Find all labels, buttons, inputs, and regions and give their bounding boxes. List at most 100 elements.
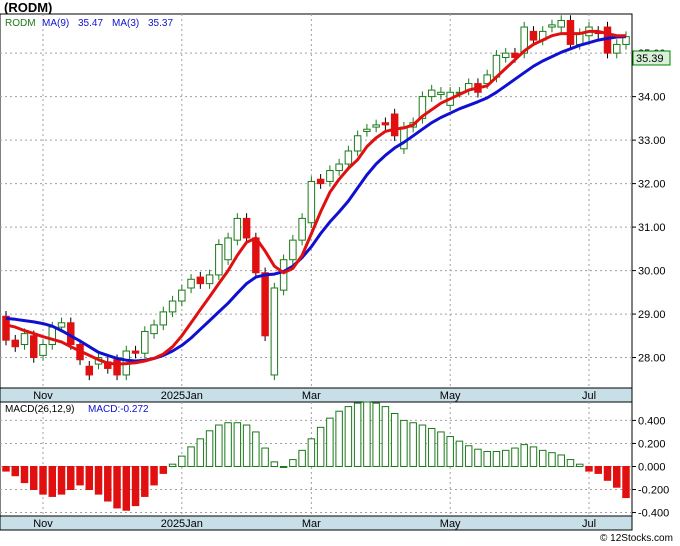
macd-legend-label: MACD(26,12,9) [5, 404, 74, 415]
legend-ma3-value: 35.37 [148, 18, 173, 29]
macd-bar [131, 465, 140, 507]
candle-body [483, 74, 491, 85]
macd-bar [196, 438, 205, 467]
macd-bar [76, 465, 84, 486]
candle-body [270, 287, 279, 376]
macd-bar [85, 465, 94, 491]
candle-body [316, 178, 325, 185]
macd-bar [11, 465, 19, 477]
candle-body [520, 26, 528, 54]
macd-bar [215, 424, 223, 467]
macd-bar [122, 465, 131, 511]
macd-bar [344, 406, 353, 467]
macd-bar [575, 463, 584, 467]
macd-bar [511, 447, 519, 467]
macd-bar [2, 465, 10, 472]
candle-body [178, 289, 186, 302]
macd-bar [409, 422, 417, 467]
price-y-tick-label: 34.00 [638, 92, 666, 104]
candle-body [298, 217, 306, 241]
candle-body [48, 326, 57, 346]
macd-bar [427, 427, 436, 467]
macd-x-axis: Nov2025JanMarMayJulSep [33, 518, 596, 530]
macd-bar [492, 451, 501, 467]
macd-y-tick-label: -0.400 [638, 508, 669, 520]
macd-bar [94, 465, 103, 495]
candle-body [205, 274, 214, 285]
macd-x-tick-label: Jul [582, 518, 596, 530]
macd-bar [150, 465, 158, 486]
candle-body [418, 96, 427, 119]
macd-bar [48, 465, 57, 497]
candle-body [437, 91, 445, 95]
price-x-tick-label: May [440, 390, 461, 402]
macd-bar [20, 465, 29, 484]
macd-bar [279, 465, 288, 468]
macd-bar [178, 455, 186, 467]
macd-bar [270, 461, 279, 467]
macd-bar [307, 438, 316, 467]
macd-bar [446, 436, 454, 467]
candle-body [85, 365, 94, 376]
candle-body [353, 135, 362, 152]
macd-bar [474, 448, 482, 467]
macd-x-tick-label: Mar [302, 518, 321, 530]
macd-bar [298, 449, 306, 467]
chart-title: (RODM) [4, 0, 52, 15]
candle-body [141, 330, 149, 354]
candle-body [289, 239, 297, 261]
macd-y-tick-label: 0.400 [638, 415, 666, 427]
macd-bar [557, 454, 565, 467]
macd-x-tick-label: 2025Jan [161, 518, 203, 530]
candle-body [335, 163, 343, 172]
macd-bar [289, 459, 297, 467]
candle-body [196, 276, 205, 285]
macd-bar [39, 465, 47, 495]
macd-bar [252, 431, 260, 467]
macd-bar [159, 465, 168, 474]
candle-body [529, 30, 538, 41]
macd-bar [548, 452, 556, 467]
price-x-tick-label: Jul [582, 390, 596, 402]
macd-bar [520, 444, 528, 467]
macd-bar [529, 446, 538, 467]
macd-bar [261, 447, 269, 467]
candle-body [159, 311, 168, 326]
macd-bar [104, 465, 112, 502]
legend-ma9-label: MA(9) [42, 18, 69, 29]
legend-ticker: RODM [5, 18, 36, 29]
macd-x-tick-label: Nov [33, 518, 53, 530]
candle-body [39, 344, 47, 356]
candle-body [548, 24, 556, 28]
candle-body [261, 272, 269, 337]
credit-text: © 12Stocks.com [600, 533, 673, 544]
candle-body [131, 350, 140, 354]
macd-bar [363, 401, 371, 467]
macd-bar [316, 426, 325, 467]
macd-y-tick-label: 0.000 [638, 461, 666, 473]
macd-bar [141, 465, 149, 497]
macd-y-tick-label: -0.200 [638, 485, 669, 497]
candle-body [215, 243, 223, 276]
macd-bar [224, 422, 232, 467]
candle-body [307, 180, 316, 224]
price-x-tick-label: 2025Jan [161, 390, 203, 402]
price-y-tick-label: 30.00 [638, 266, 666, 278]
candle-body [501, 52, 510, 58]
macd-bar [353, 402, 362, 467]
last-price-tag: 35.39 [632, 50, 671, 66]
macd-bar [187, 446, 195, 467]
macd-bar [622, 465, 630, 499]
price-y-tick-label: 29.00 [638, 309, 666, 321]
candle-body [150, 324, 158, 335]
legend: RODM MA(9) 35.47 MA(3) 35.37 [5, 18, 173, 29]
macd-y-tick-label: 0.200 [638, 438, 666, 450]
ma9-line [5, 35, 627, 363]
macd-bar [205, 430, 214, 467]
macd-bar [242, 424, 251, 467]
macd-bar [168, 463, 177, 467]
candle-body [20, 333, 29, 346]
macd-legend: MACD(26,12,9) MACD:-0.272 [5, 404, 149, 415]
